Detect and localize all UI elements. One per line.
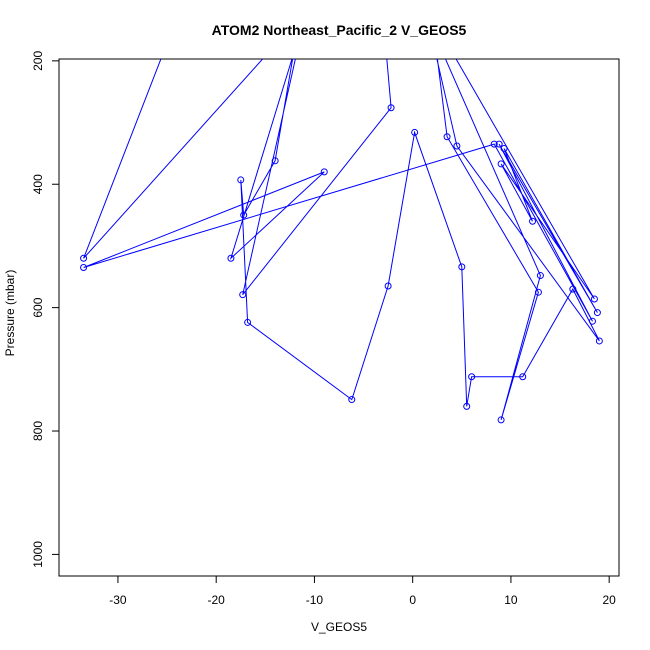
- data-point: [495, 140, 503, 148]
- data-point: [320, 168, 328, 176]
- data-point: [463, 402, 471, 410]
- x-axis: -30 -20 -10 0 10 20: [109, 575, 616, 607]
- data-point: [80, 264, 88, 272]
- data-point: [595, 337, 603, 345]
- data-point: [227, 254, 235, 262]
- data-point: [387, 104, 395, 112]
- data-point: [244, 318, 252, 326]
- data-point: [529, 217, 537, 225]
- series-line: [83, 59, 600, 421]
- data-point: [534, 288, 542, 296]
- data-point: [237, 176, 245, 184]
- data-point: [519, 373, 527, 381]
- data-point: [443, 133, 451, 141]
- x-tick-label: -10: [306, 593, 324, 607]
- data-point: [240, 211, 248, 219]
- data-point: [569, 285, 577, 293]
- data-point: [497, 160, 505, 168]
- y-tick-label: 800: [31, 421, 45, 441]
- x-tick-label: -30: [109, 593, 127, 607]
- data-point: [536, 272, 544, 280]
- x-tick-label: 0: [409, 593, 416, 607]
- data-point: [458, 263, 466, 271]
- data-point: [590, 295, 598, 303]
- data-point: [271, 157, 279, 165]
- data-point: [80, 254, 88, 262]
- data-point: [497, 416, 505, 424]
- data-point: [453, 142, 461, 150]
- y-tick-label: 400: [31, 174, 45, 194]
- y-axis: 200 400 600 800 1000: [31, 51, 60, 568]
- data-point: [468, 373, 476, 381]
- x-tick-label: -20: [208, 593, 226, 607]
- data-point: [490, 140, 498, 148]
- data-point: [593, 309, 601, 317]
- series-layer: [80, 59, 603, 424]
- chart-title: ATOM2 Northeast_Pacific_2 V_GEOS5: [212, 22, 467, 38]
- data-point: [384, 282, 392, 290]
- data-point: [588, 317, 596, 325]
- x-tick-label: 10: [504, 593, 518, 607]
- data-point: [239, 291, 247, 299]
- x-axis-label: V_GEOS5: [311, 620, 367, 634]
- y-tick-label: 200: [31, 51, 45, 71]
- y-tick-label: 1000: [31, 541, 45, 568]
- data-point: [348, 396, 356, 404]
- y-axis-label: Pressure (mbar): [3, 270, 17, 357]
- plot-frame: [58, 58, 620, 577]
- y-tick-label: 600: [31, 297, 45, 317]
- x-tick-label: 20: [602, 593, 616, 607]
- data-point: [500, 144, 508, 152]
- data-point: [411, 128, 419, 136]
